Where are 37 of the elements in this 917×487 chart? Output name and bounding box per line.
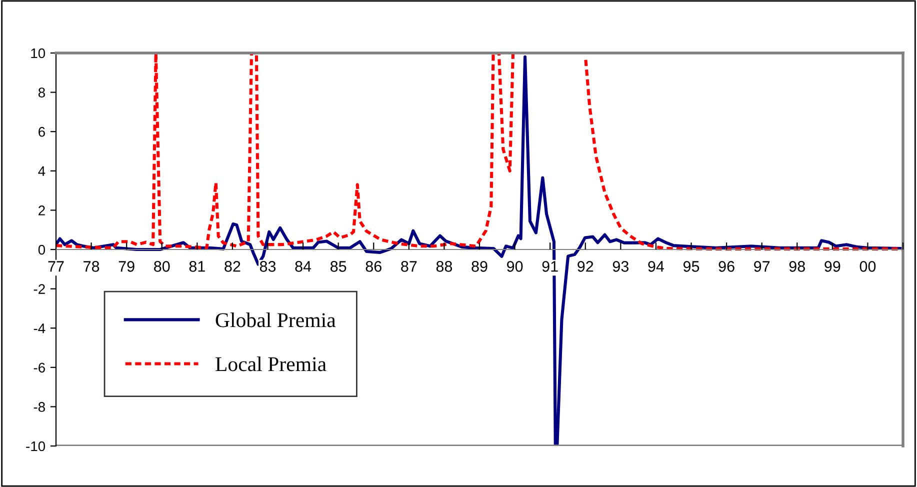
x-tick-label: 88 xyxy=(436,261,452,272)
x-tick-label: 89 xyxy=(472,261,488,272)
x-tick-label: 91 xyxy=(542,261,558,272)
y-tick-label: 10 xyxy=(31,48,46,58)
x-tick-label: 82 xyxy=(224,261,240,272)
x-tick-label: 98 xyxy=(789,261,805,272)
legend-label: Global Premia xyxy=(216,312,336,328)
legend-label: Local Premia xyxy=(216,356,326,372)
x-tick-label: 94 xyxy=(648,261,664,272)
y-tick-label: 2 xyxy=(38,206,45,216)
x-tick-label: 81 xyxy=(189,261,205,272)
x-tick-label: 77 xyxy=(48,261,64,272)
x-tick-label: 99 xyxy=(824,261,840,272)
x-tick-label: 92 xyxy=(578,261,594,272)
x-tick-label: 93 xyxy=(612,261,628,272)
x-tick-label: 90 xyxy=(507,261,523,272)
y-tick-label: 6 xyxy=(38,126,45,137)
x-tick-label: 95 xyxy=(683,261,700,272)
y-tick-label: -2 xyxy=(34,284,45,294)
y-tick-label: 8 xyxy=(38,88,45,98)
x-tick-label: 86 xyxy=(366,261,382,272)
y-tick-label: -8 xyxy=(34,402,45,412)
x-tick-label: 96 xyxy=(718,261,734,272)
x-tick-label: 78 xyxy=(84,261,100,272)
x-tick-label: 87 xyxy=(401,261,417,272)
x-tick-label: 79 xyxy=(118,261,134,272)
y-tick-label: -4 xyxy=(34,324,46,334)
x-tick-label: 80 xyxy=(154,261,170,272)
y-tick-label: -10 xyxy=(26,441,46,452)
x-tick-label: 97 xyxy=(754,261,770,272)
y-tick-label: -6 xyxy=(34,362,45,373)
x-tick-label: 83 xyxy=(260,261,276,272)
y-tick-label: 4 xyxy=(38,166,46,176)
x-tick-label: 85 xyxy=(330,261,346,272)
x-tick-label: 00 xyxy=(860,261,876,272)
x-tick-label: 84 xyxy=(295,261,312,272)
y-tick-label: 0 xyxy=(38,244,46,255)
